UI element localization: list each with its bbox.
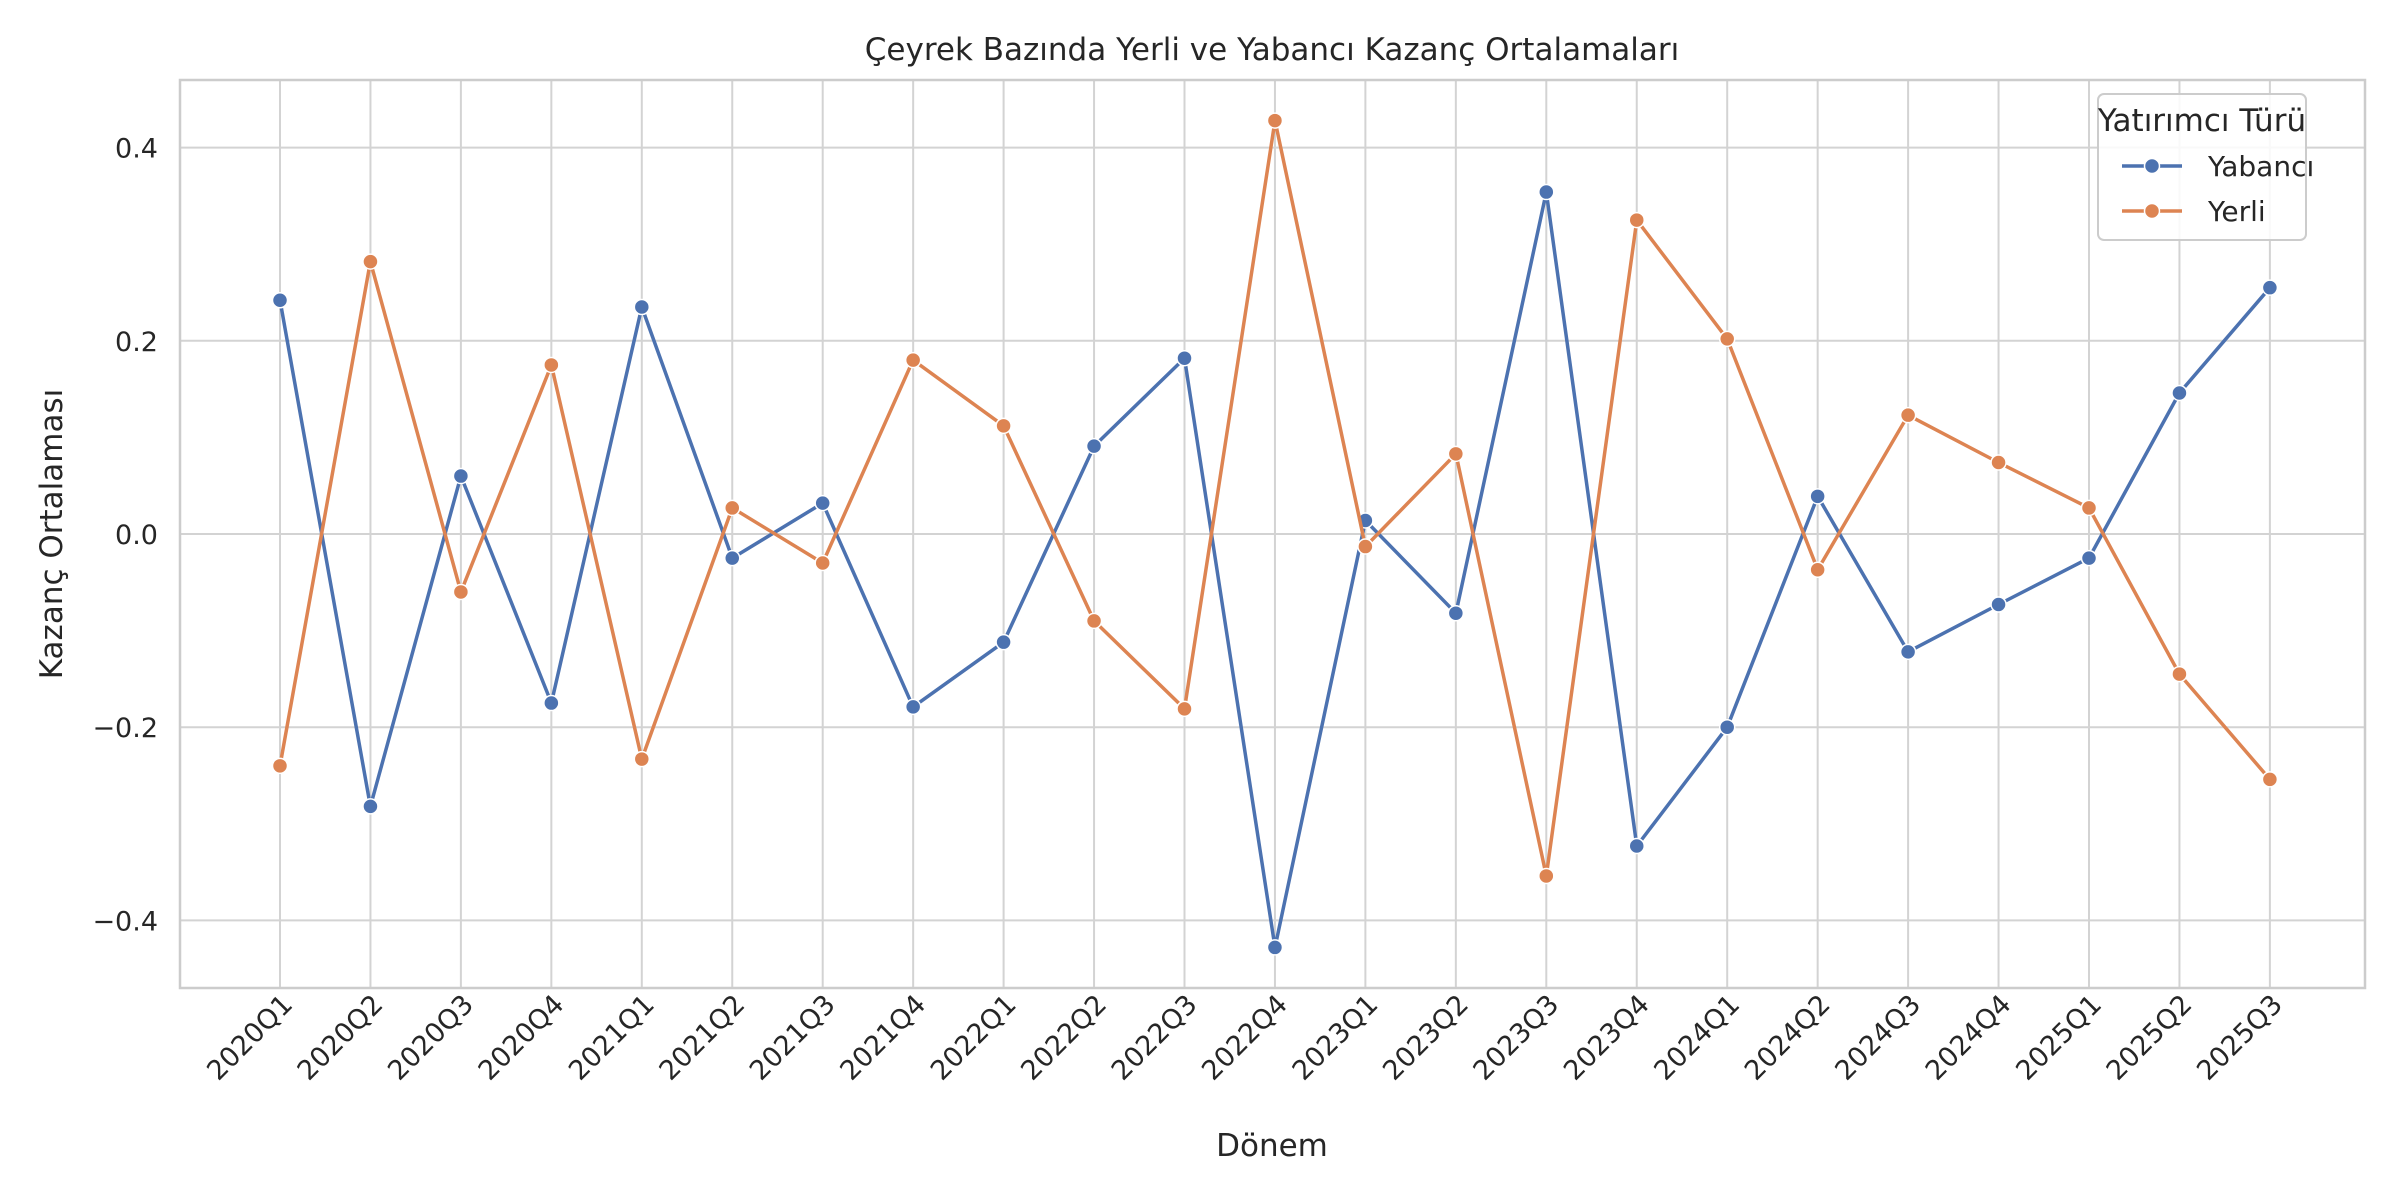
x-axis-label: Dönem — [1216, 1128, 1328, 1164]
x-tick-label: 2023Q1 — [1287, 989, 1385, 1087]
data-point — [633, 750, 651, 768]
x-tick-label: 2020Q4 — [473, 989, 571, 1087]
data-point — [362, 253, 379, 270]
y-tick-label: −0.4 — [92, 906, 158, 937]
x-tick-label: 2024Q2 — [1739, 989, 1837, 1087]
x-tick-label: 2020Q1 — [201, 989, 299, 1087]
x-tick-label: 2025Q2 — [2101, 989, 2199, 1087]
data-point — [1809, 488, 1826, 505]
x-tick-label: 2021Q2 — [654, 989, 752, 1087]
data-point — [1266, 112, 1284, 129]
data-point — [1990, 454, 2007, 471]
data-point — [814, 494, 831, 512]
data-point — [814, 554, 831, 572]
data-point — [1990, 596, 2007, 613]
data-point — [452, 467, 470, 485]
x-tick-label: 2024Q1 — [1648, 989, 1746, 1087]
data-point — [2171, 384, 2188, 402]
legend-label: Yerli — [2207, 195, 2266, 228]
data-point — [1085, 612, 1103, 630]
x-tick-label: 2021Q1 — [563, 989, 661, 1087]
data-point — [904, 351, 922, 369]
data-point — [1628, 211, 1645, 229]
y-tick-label: −0.2 — [92, 713, 158, 744]
x-tick-label: 2024Q4 — [1920, 989, 2018, 1087]
data-point — [1628, 837, 1645, 855]
data-point — [1899, 406, 1917, 424]
plot-frame — [178, 78, 2367, 990]
data-point — [2261, 771, 2279, 788]
data-point — [1085, 437, 1103, 455]
chart-title: Çeyrek Bazında Yerli ve Yabancı Kazanç O… — [865, 32, 1679, 68]
x-tick-label: 2023Q2 — [1377, 989, 1475, 1087]
data-point — [2171, 665, 2188, 683]
data-point — [724, 549, 741, 567]
data-point — [362, 798, 379, 815]
data-point — [904, 698, 922, 716]
data-point — [2080, 499, 2098, 517]
data-point — [633, 298, 651, 316]
x-tick-label: 2022Q2 — [1015, 989, 1113, 1087]
data-point — [2261, 279, 2279, 296]
data-point — [1447, 604, 1465, 622]
data-point — [1899, 643, 1917, 661]
x-tick-label: 2021Q3 — [744, 989, 842, 1087]
x-tick-label: 2022Q4 — [1196, 989, 1294, 1087]
y-tick-label: 0.4 — [115, 134, 158, 165]
data-point — [452, 583, 470, 601]
y-tick-label: 0.2 — [115, 327, 158, 358]
x-tick-label: 2022Q1 — [925, 989, 1023, 1087]
data-point — [995, 633, 1012, 651]
data-point — [271, 757, 289, 775]
data-point — [1176, 349, 1193, 367]
legend-title: Yatırımcı Türü — [2097, 103, 2306, 139]
legend-entries: Yabancı Yerli — [2122, 150, 2314, 228]
data-point — [1809, 561, 1826, 578]
x-ticks: 2020Q12020Q22020Q32020Q42021Q12021Q22021… — [201, 989, 2289, 1087]
legend: Yatırımcı Türü Yabancı Yerli — [2097, 93, 2314, 241]
x-tick-label: 2023Q3 — [1468, 989, 1566, 1087]
x-tick-label: 2023Q4 — [1558, 989, 1656, 1087]
grid — [180, 80, 2365, 988]
data-point — [1718, 718, 1736, 736]
data-point — [995, 417, 1012, 435]
legend-swatch-marker — [2143, 202, 2161, 220]
data-point — [1538, 183, 1555, 201]
x-tick-label: 2024Q3 — [1829, 989, 1927, 1087]
x-tick-label: 2021Q4 — [834, 989, 932, 1087]
data-point — [543, 694, 560, 712]
data-point — [2080, 549, 2098, 567]
data-point — [1266, 939, 1284, 956]
x-tick-label: 2020Q3 — [382, 989, 480, 1087]
data-point — [1176, 700, 1193, 718]
data-point — [543, 356, 560, 374]
x-tick-label: 2025Q3 — [2191, 989, 2289, 1087]
y-ticks: −0.4 −0.2 0.0 0.2 0.4 — [92, 134, 158, 938]
y-axis-label: Kazanç Ortalaması — [34, 389, 70, 679]
data-point — [1447, 445, 1465, 463]
series-layer — [271, 112, 2279, 956]
legend-label: Yabancı — [2207, 150, 2314, 183]
x-tick-label: 2022Q3 — [1106, 989, 1204, 1087]
x-tick-label: 2025Q1 — [2010, 989, 2108, 1087]
data-point — [1538, 867, 1555, 885]
data-point — [1357, 538, 1374, 555]
y-tick-label: 0.0 — [115, 520, 158, 551]
legend-swatch-marker — [2143, 157, 2161, 175]
data-point — [1718, 330, 1736, 348]
data-point — [724, 499, 741, 517]
x-tick-label: 2020Q2 — [292, 989, 390, 1087]
data-point — [271, 291, 289, 309]
